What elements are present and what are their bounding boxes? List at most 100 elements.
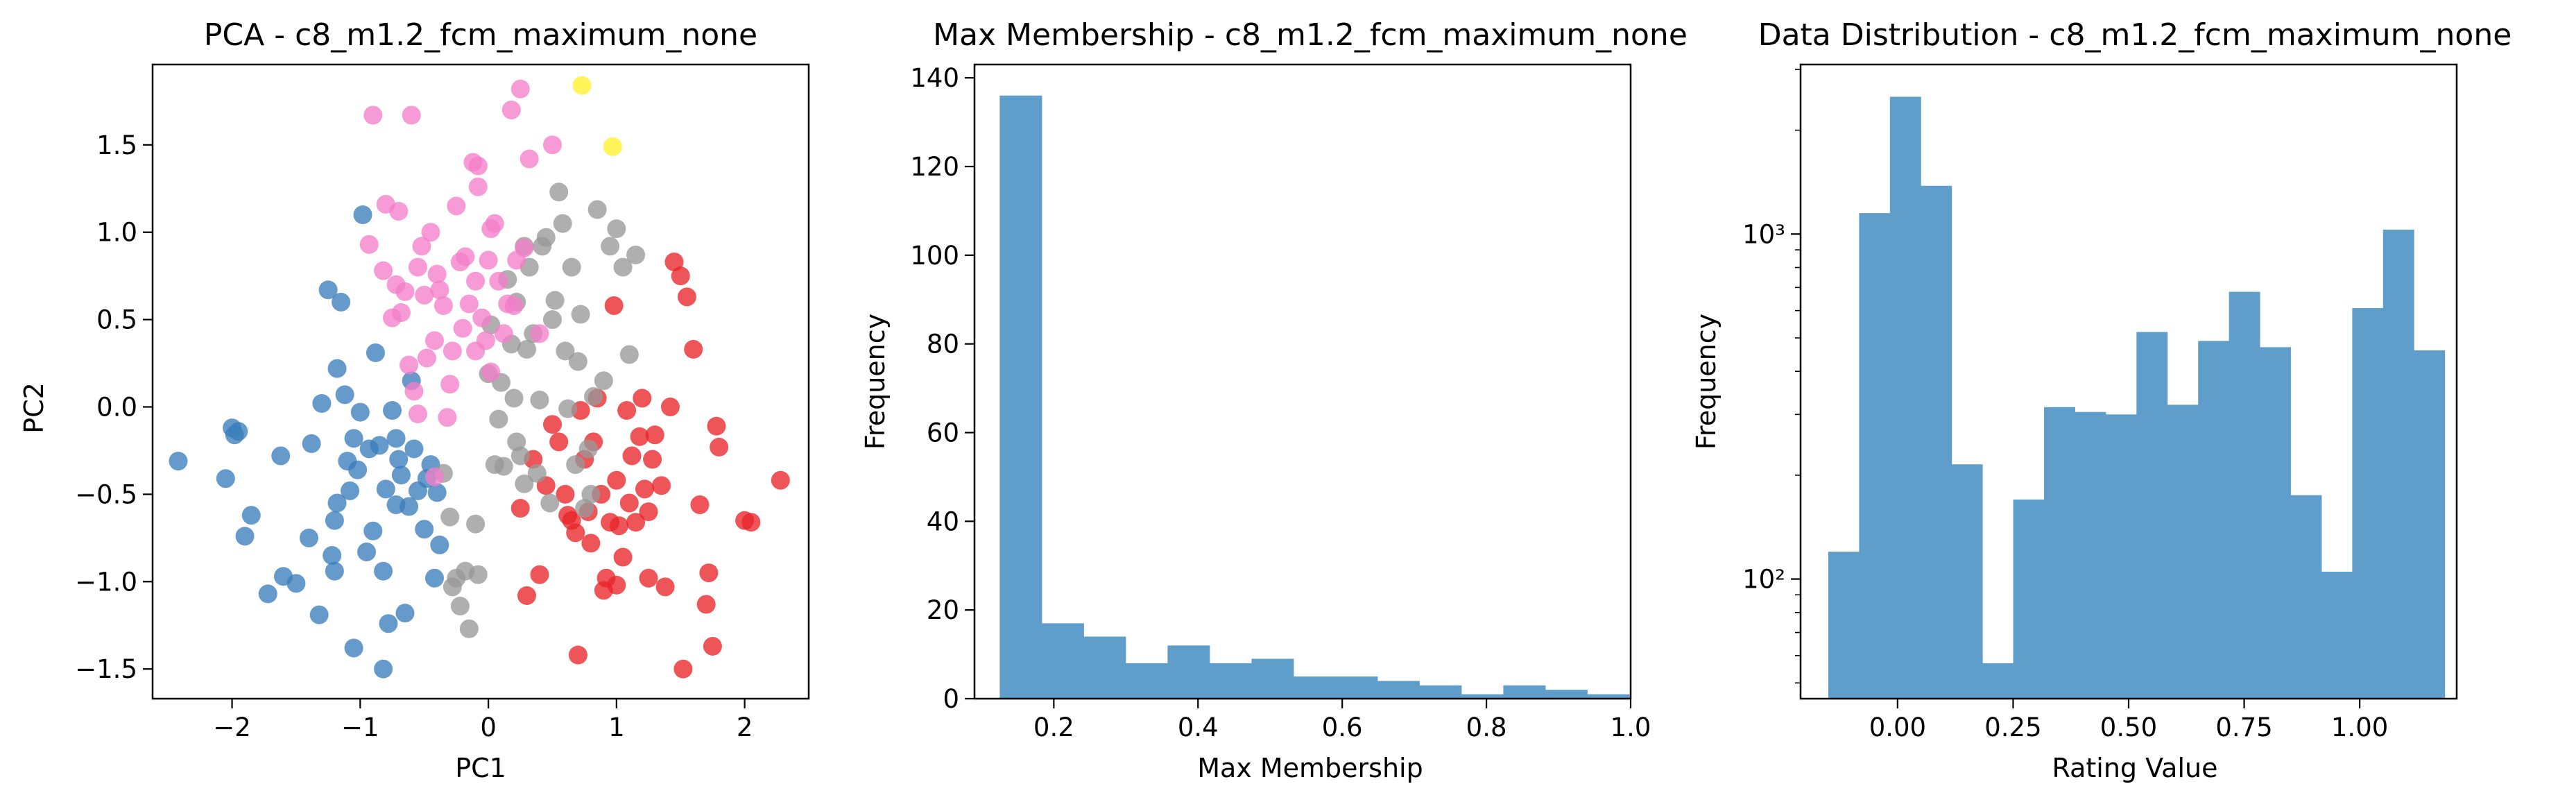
pca-x-tick-label: −1 — [341, 713, 379, 742]
distribution-bar — [1889, 96, 1921, 699]
distribution-bar — [2321, 572, 2353, 699]
pca-point — [427, 483, 447, 502]
pca-point — [430, 280, 449, 300]
pca-point — [359, 235, 379, 254]
pca-point — [536, 228, 556, 247]
pca-point — [363, 521, 383, 540]
distribution-bar — [1982, 663, 2014, 699]
pca-point — [515, 474, 534, 493]
pca-point — [489, 271, 508, 291]
pca-point — [617, 401, 637, 420]
distribution-y-label: Frequency — [1691, 314, 1721, 450]
distribution-title: Data Distribution - c8_m1.2_fcm_maximum_… — [1758, 17, 2512, 53]
pca-point — [391, 466, 411, 485]
pca-point — [376, 479, 395, 499]
pca-point — [510, 446, 530, 466]
pca-point — [468, 565, 488, 584]
pca-point — [344, 429, 363, 448]
pca-point — [424, 331, 444, 350]
pca-scatter-panel: PCA - c8_m1.2_fcm_maximum_none PC1 PC2 −… — [19, 17, 810, 783]
membership-x-label: Max Membership — [1197, 753, 1423, 783]
pca-point — [456, 247, 475, 266]
pca-y-tick-label: 1.0 — [96, 218, 137, 248]
pca-point — [479, 250, 498, 270]
pca-point — [430, 535, 449, 554]
pca-points — [169, 76, 790, 679]
pca-point — [558, 399, 578, 418]
pca-point — [370, 436, 389, 455]
pca-point — [613, 547, 633, 567]
membership-ticks: 0.2 0.4 0.6 0.8 1.0 0 20 40 60 80 100 120 140 — [910, 63, 1651, 742]
pca-point — [286, 574, 306, 593]
pca-point — [353, 205, 372, 225]
distribution-bar — [1828, 552, 1860, 699]
membership-bar — [1041, 623, 1084, 699]
pca-point — [520, 149, 539, 169]
pca-point — [575, 499, 594, 518]
membership-bar — [1377, 681, 1420, 699]
pca-point — [607, 219, 626, 239]
pca-point — [633, 389, 652, 408]
pca-point — [530, 390, 549, 409]
pca-point — [613, 257, 633, 277]
pca-point — [453, 318, 472, 338]
membership-plot-frame — [973, 63, 1632, 700]
pca-point — [386, 429, 406, 448]
membership-y-tick-label: 20 — [927, 595, 959, 625]
distribution-bar — [2414, 350, 2446, 699]
pca-point — [318, 280, 338, 300]
distribution-bars — [1828, 96, 2446, 699]
membership-bars — [999, 95, 1630, 699]
pca-point — [517, 339, 537, 359]
pca-point — [601, 237, 620, 256]
pca-point — [622, 446, 642, 466]
pca-point — [584, 386, 603, 406]
pca-point — [389, 202, 409, 221]
pca-point — [626, 513, 646, 532]
pca-point — [542, 310, 562, 330]
pca-point — [309, 605, 329, 624]
distribution-bar — [2105, 414, 2137, 699]
membership-y-tick-label: 0 — [943, 684, 959, 714]
pca-point — [545, 291, 565, 310]
pca-y-tick-label: 0.0 — [96, 393, 137, 423]
membership-x-tick-label: 0.8 — [1466, 713, 1507, 742]
pca-point — [344, 638, 363, 658]
pca-point — [383, 401, 402, 420]
pca-point — [553, 214, 572, 233]
distribution-bar — [2013, 499, 2045, 699]
pca-point — [494, 457, 513, 476]
pca-point — [504, 296, 524, 315]
distribution-bar — [2382, 229, 2414, 699]
pca-x-tick-label: 1 — [608, 713, 625, 742]
pca-point — [427, 264, 447, 284]
pca-point — [566, 523, 585, 543]
pca-point — [348, 460, 368, 479]
distribution-bar — [2260, 347, 2292, 699]
pca-point — [433, 296, 453, 315]
pca-point — [556, 484, 575, 504]
pca-point — [604, 296, 624, 315]
pca-point — [450, 597, 470, 616]
pca-point — [466, 514, 486, 534]
distribution-bar — [2136, 332, 2168, 699]
pca-point — [404, 382, 424, 401]
pca-point — [494, 324, 513, 343]
pca-point — [568, 352, 587, 371]
distribution-x-tick-label: 0.50 — [2100, 713, 2157, 742]
pca-point — [517, 586, 537, 605]
pca-point — [440, 507, 460, 527]
pca-point — [626, 245, 646, 264]
membership-x-tick-label: 0.6 — [1322, 713, 1363, 742]
pca-point — [671, 266, 690, 286]
pca-point — [655, 577, 675, 597]
membership-y-tick-label: 80 — [927, 330, 959, 359]
pca-y-tick-label: −0.5 — [75, 479, 137, 509]
membership-bar — [999, 95, 1042, 699]
pca-point — [556, 341, 575, 361]
pca-point — [468, 156, 488, 176]
distribution-bar — [2352, 308, 2384, 699]
pca-point — [481, 219, 501, 239]
pca-point — [332, 292, 351, 312]
